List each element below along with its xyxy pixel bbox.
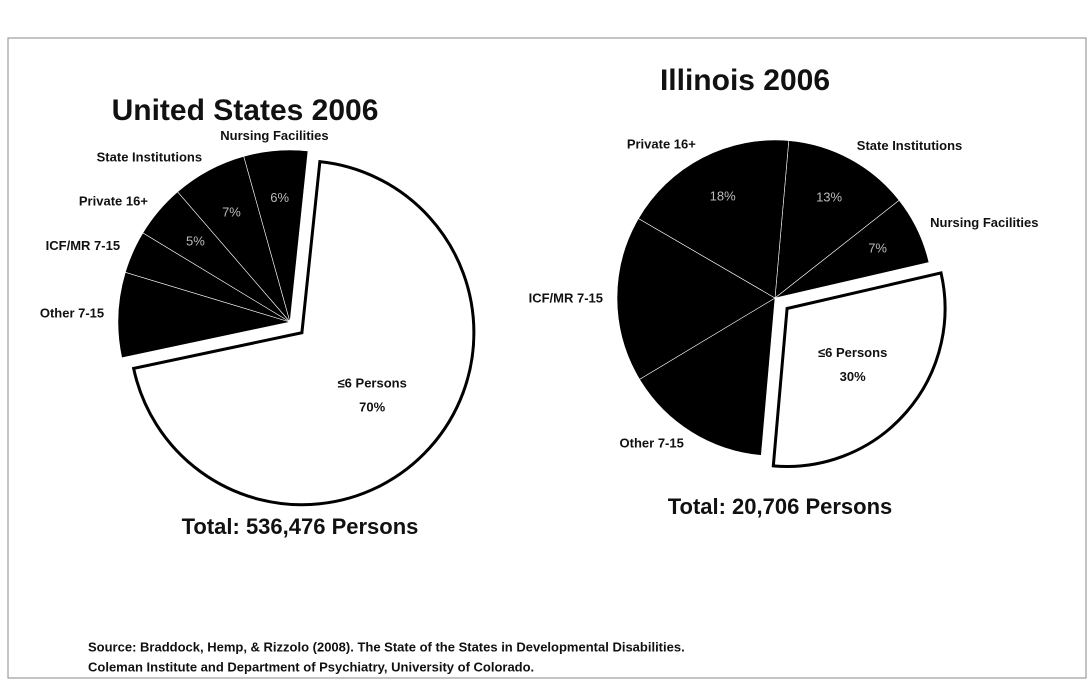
slice-label: Private 16+ (79, 193, 148, 208)
frame (7, 37, 1087, 679)
slice-label: ICF/MR 7-15 (529, 291, 603, 306)
source-line: Coleman Institute and Department of Psyc… (88, 659, 534, 674)
slice-label: Nursing Facilities (930, 215, 1038, 230)
pie-slice (131, 159, 476, 507)
pie-slice (243, 149, 309, 323)
value-label: 5% (186, 234, 205, 249)
chart-title: United States 2006 (112, 94, 379, 127)
slice-label: Other 7-15 (40, 306, 104, 321)
value-label: 7% (868, 240, 887, 255)
total-annotation: Total: 536,476 Persons (182, 514, 419, 539)
pie-slice (638, 139, 790, 299)
pie-slice (616, 218, 776, 380)
source-line: Source: Braddock, Hemp, & Rizzolo (2008)… (88, 639, 685, 654)
slice-label: Private 16+ (627, 137, 696, 152)
pie-slice (774, 199, 930, 299)
slice-label: ≤6 Persons (818, 345, 887, 360)
slice-label: Other 7-15 (620, 435, 684, 450)
pie-slice (639, 297, 776, 456)
slice-label: State Institutions (97, 150, 202, 165)
value-label: 70% (359, 399, 385, 414)
pie-slice (771, 271, 947, 468)
value-label: 18% (710, 188, 736, 203)
total-annotation: Total: 20,706 Persons (668, 494, 893, 519)
chart-title: Illinois 2006 (660, 64, 830, 97)
pie-slice (774, 140, 900, 299)
slice-label: ≤6 Persons (338, 375, 407, 390)
slice-label: State Institutions (857, 138, 962, 153)
slice-label: ICF/MR 7-15 (46, 238, 120, 253)
value-label: 30% (840, 369, 866, 384)
value-label: 7% (222, 204, 241, 219)
value-label: 6% (270, 190, 289, 205)
value-label: 13% (816, 189, 842, 204)
slice-label: Nursing Facilities (220, 128, 328, 143)
